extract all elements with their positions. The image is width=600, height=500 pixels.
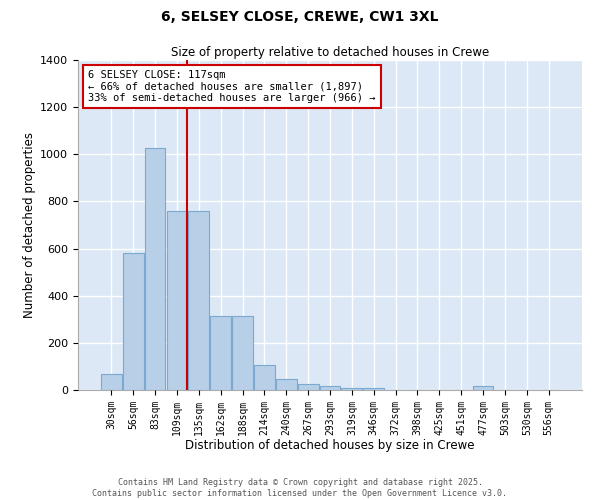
- Bar: [123, 254, 143, 390]
- Text: 6, SELSEY CLOSE, CREWE, CW1 3XL: 6, SELSEY CLOSE, CREWE, CW1 3XL: [161, 10, 439, 24]
- Bar: [145, 148, 166, 390]
- Bar: [167, 211, 187, 390]
- Bar: [320, 386, 340, 390]
- Text: 6 SELSEY CLOSE: 117sqm
← 66% of detached houses are smaller (1,897)
33% of semi-: 6 SELSEY CLOSE: 117sqm ← 66% of detached…: [88, 70, 376, 103]
- Text: Contains HM Land Registry data © Crown copyright and database right 2025.
Contai: Contains HM Land Registry data © Crown c…: [92, 478, 508, 498]
- Bar: [254, 365, 275, 390]
- Bar: [364, 388, 384, 390]
- Bar: [232, 316, 253, 390]
- Bar: [188, 211, 209, 390]
- Bar: [473, 386, 493, 390]
- Bar: [341, 388, 362, 390]
- Bar: [210, 316, 231, 390]
- Title: Size of property relative to detached houses in Crewe: Size of property relative to detached ho…: [171, 46, 489, 59]
- Y-axis label: Number of detached properties: Number of detached properties: [23, 132, 36, 318]
- Bar: [276, 380, 296, 390]
- Bar: [298, 384, 319, 390]
- X-axis label: Distribution of detached houses by size in Crewe: Distribution of detached houses by size …: [185, 439, 475, 452]
- Bar: [101, 374, 122, 390]
